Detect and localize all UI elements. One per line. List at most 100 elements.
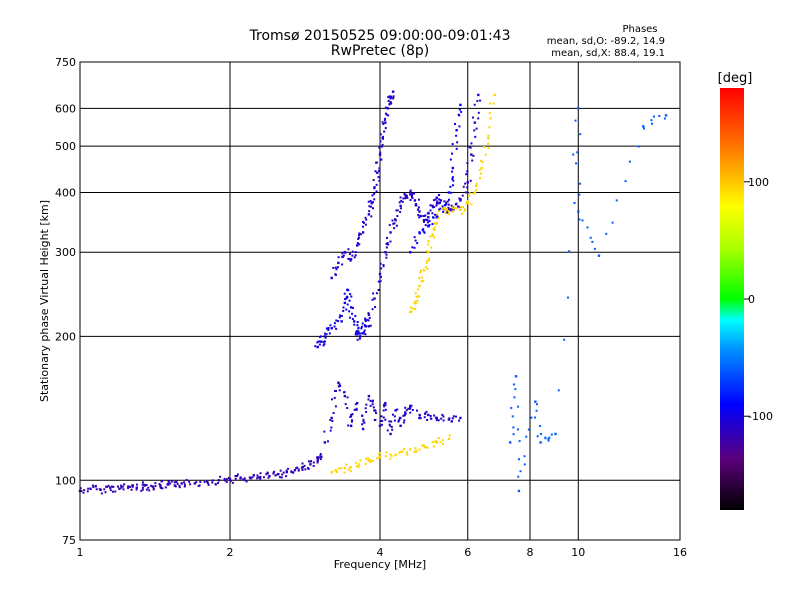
data-point-fill <box>211 479 214 482</box>
data-point-fill <box>423 446 426 449</box>
data-point-fill <box>116 485 119 488</box>
data-point-fill <box>332 266 335 269</box>
data-point-fill <box>287 467 290 470</box>
data-point-fill <box>383 403 386 406</box>
data-point-fill <box>316 461 319 464</box>
data-point-fill <box>467 194 470 197</box>
data-point-fill <box>388 423 391 426</box>
data-point-fill <box>525 435 528 438</box>
data-point <box>367 213 371 216</box>
data-point-fill <box>380 145 383 148</box>
data-point-fill <box>476 99 479 102</box>
data-point-fill <box>372 179 375 182</box>
data-point-fill <box>441 413 444 416</box>
colorbar <box>720 88 744 510</box>
data-point-fill <box>455 147 458 150</box>
data-point-fill <box>405 409 408 412</box>
data-point <box>508 441 512 444</box>
data-point-fill <box>424 224 427 227</box>
data-point-fill <box>379 151 382 154</box>
data-point-fill <box>426 446 429 449</box>
data-point-fill <box>488 126 491 129</box>
data-point-fill <box>456 141 459 144</box>
data-point <box>349 424 353 428</box>
data-point-fill <box>411 307 414 310</box>
data-point-fill <box>329 418 332 421</box>
data-point-fill <box>488 111 491 114</box>
data-point-fill <box>285 475 288 478</box>
data-point-fill <box>442 419 445 422</box>
data-point <box>418 284 421 288</box>
data-point-fill <box>303 464 306 467</box>
x-tick-label: 4 <box>377 546 384 559</box>
data-point-fill <box>371 201 374 204</box>
data-point-fill <box>441 207 444 210</box>
data-point-fill <box>256 474 259 477</box>
data-point-fill <box>330 398 333 401</box>
data-point-fill <box>417 198 420 201</box>
data-point-fill <box>178 486 181 489</box>
data-point <box>384 251 387 254</box>
data-point-fill <box>259 472 262 475</box>
data-point-fill <box>348 310 351 313</box>
data-point-fill <box>380 423 383 426</box>
data-point-fill <box>145 488 148 491</box>
x-axis-label: Frequency [MHz] <box>334 558 426 571</box>
data-point-fill <box>479 177 482 180</box>
data-point-fill <box>325 327 328 330</box>
data-point-fill <box>361 225 364 228</box>
data-point-fill <box>400 199 403 202</box>
data-point-fill <box>87 487 90 490</box>
data-point-fill <box>433 226 436 229</box>
data-point-fill <box>395 209 398 212</box>
data-point-fill <box>419 269 422 272</box>
data-point-fill <box>454 203 457 206</box>
data-point-fill <box>323 430 326 433</box>
data-point-fill <box>433 440 436 443</box>
data-point-fill <box>473 103 476 106</box>
data-point-fill <box>399 450 402 453</box>
data-point <box>330 416 333 420</box>
data-point-fill <box>341 252 344 255</box>
data-point-fill <box>362 418 365 421</box>
data-point-fill <box>319 453 322 456</box>
data-point <box>109 486 112 489</box>
data-point-fill <box>94 484 97 487</box>
data-point-fill <box>333 396 336 399</box>
data-point-fill <box>402 421 405 424</box>
data-point-fill <box>448 417 451 420</box>
data-point-fill <box>474 184 477 187</box>
data-point-fill <box>366 318 369 321</box>
data-point-fill <box>306 467 309 470</box>
data-point-fill <box>358 243 361 246</box>
data-point-fill <box>285 469 288 472</box>
data-point-fill <box>339 384 342 387</box>
data-point-fill <box>416 409 419 412</box>
data-point <box>539 441 542 444</box>
data-point <box>277 472 280 476</box>
data-point <box>151 485 155 488</box>
data-point-fill <box>357 330 360 333</box>
data-point-fill <box>322 344 325 347</box>
data-point-fill <box>414 449 417 452</box>
data-point-fill <box>624 180 627 183</box>
data-point-fill <box>431 216 434 219</box>
data-point-fill <box>439 207 442 210</box>
data-point-fill <box>319 458 322 461</box>
data-point-fill <box>399 417 402 420</box>
data-point-fill <box>378 169 381 172</box>
data-point-fill <box>359 459 362 462</box>
data-point-fill <box>337 319 340 322</box>
data-point-fill <box>292 471 295 474</box>
data-point-fill <box>367 319 370 322</box>
data-point-fill <box>416 299 419 302</box>
data-point-fill <box>385 253 388 256</box>
data-point-fill <box>234 475 237 478</box>
data-point-fill <box>183 483 186 486</box>
data-point-fill <box>122 488 125 491</box>
data-point-fill <box>427 211 430 214</box>
data-point <box>135 486 138 489</box>
data-point-fill <box>346 303 349 306</box>
data-point-fill <box>459 198 462 201</box>
data-point-fill <box>373 192 376 195</box>
